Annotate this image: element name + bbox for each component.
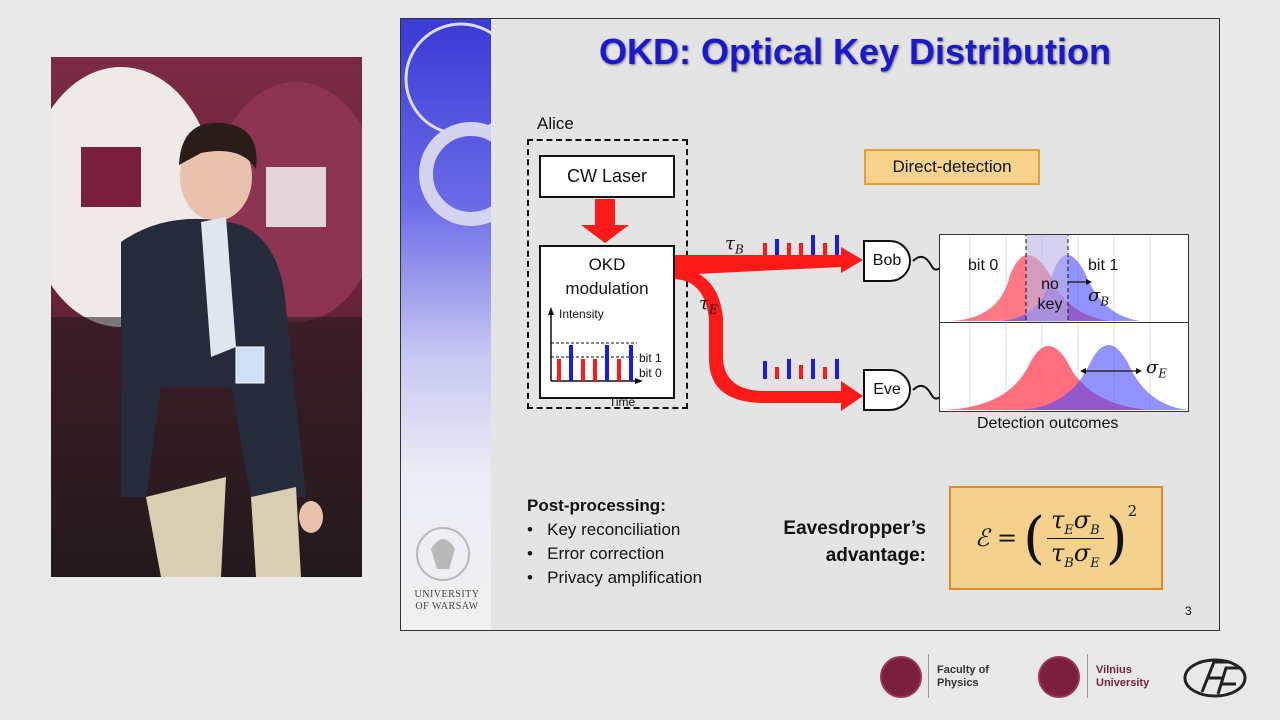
pulses-bob (763, 235, 839, 255)
tau-b-label: τB (725, 233, 744, 257)
speaker-hair (179, 122, 257, 169)
crest-right (266, 167, 326, 227)
advantage-formula: ℰ = ( τEσB τBσE ) 2 (949, 486, 1163, 590)
beam-diagram (581, 199, 942, 411)
eavesdropper-advantage-label: Eavesdropper’s advantage: (783, 518, 926, 566)
eve-bit1-curve (1020, 345, 1188, 410)
speaker-illustration (51, 67, 362, 577)
bit1-label: bit 1 (1088, 257, 1119, 274)
slide-title: OKD: Optical Key Distribution (598, 31, 1112, 72)
laser-arrow-icon (581, 199, 629, 243)
sigma-b-label: σB (1088, 285, 1110, 309)
inset-bit0-label: bit 0 (639, 366, 662, 380)
speaker-shirt (201, 217, 236, 357)
inset-time-label: Time (609, 395, 636, 409)
bob-distribution-plot: bit 0 bit 1 no key σB (939, 225, 1189, 324)
beam-to-eve (675, 267, 863, 411)
divider (928, 654, 929, 698)
post-processing-title: Post-processing: (527, 496, 666, 515)
eve-detector: Eve (863, 369, 911, 411)
eve-distribution-plot: σE (939, 322, 1189, 412)
vilnius-university-label: Vilnius University (1096, 664, 1150, 689)
no-key-label: no key (1037, 276, 1063, 313)
post-processing-item: • Privacy amplification (527, 568, 703, 587)
tau-e-label: τE (699, 293, 718, 317)
okd-modulation-label: OKD modulation (565, 255, 649, 298)
bob-wire (912, 255, 942, 271)
sigma-e-label: σE (1146, 357, 1168, 381)
vilnius-seal-icon (1038, 656, 1080, 698)
slide-page-number: 3 (1185, 604, 1192, 618)
pulses-eve (763, 359, 839, 379)
speaker-hand (299, 501, 323, 533)
inset-intensity-label: Intensity (559, 307, 604, 321)
slide: UNIVERSITY OF WARSAW OKD: Optical Key Di… (400, 18, 1220, 631)
okd-modulation-box: OKD modulation Intensity Time bit 1 bit … (539, 245, 675, 409)
inset-bit1-label: bit 1 (639, 351, 662, 365)
speaker-jacket (121, 218, 306, 498)
cw-laser-box: CW Laser (539, 155, 675, 198)
speaker-video (51, 57, 362, 577)
eve-wire (912, 384, 942, 400)
bob-detector: Bob (863, 240, 911, 282)
eve-bit0-curve (944, 346, 1150, 410)
detection-outcomes-label: Detection outcomes (977, 415, 1119, 432)
direct-detection-label: Direct-detection (864, 149, 1040, 185)
intensity-inset (548, 307, 643, 384)
beam-to-bob (675, 247, 863, 275)
formula-denominator: τBσE (1051, 538, 1100, 571)
post-processing-item: • Error correction (527, 544, 665, 563)
crest-left (81, 147, 141, 207)
faculty-of-physics-label: Faculty of Physics (937, 664, 989, 689)
bit1-curve (1000, 255, 1140, 321)
speaker-badge (235, 346, 265, 384)
formula-numerator: τEσB (1047, 506, 1104, 539)
slide-sidebar: UNIVERSITY OF WARSAW (401, 19, 523, 630)
vu-seal-icon (880, 656, 922, 698)
post-processing-item: • Key reconciliation (527, 520, 681, 539)
alice-label: Alice (537, 114, 574, 133)
ff-logo-icon (1183, 658, 1247, 698)
divider (1087, 654, 1088, 698)
no-key-region (1026, 235, 1068, 323)
speaker-trousers (146, 477, 226, 577)
bit0-label: bit 0 (968, 257, 999, 274)
speaker-face (180, 133, 252, 221)
university-label: UNIVERSITY OF WARSAW (414, 589, 480, 612)
university-eagle-icon (416, 527, 470, 581)
